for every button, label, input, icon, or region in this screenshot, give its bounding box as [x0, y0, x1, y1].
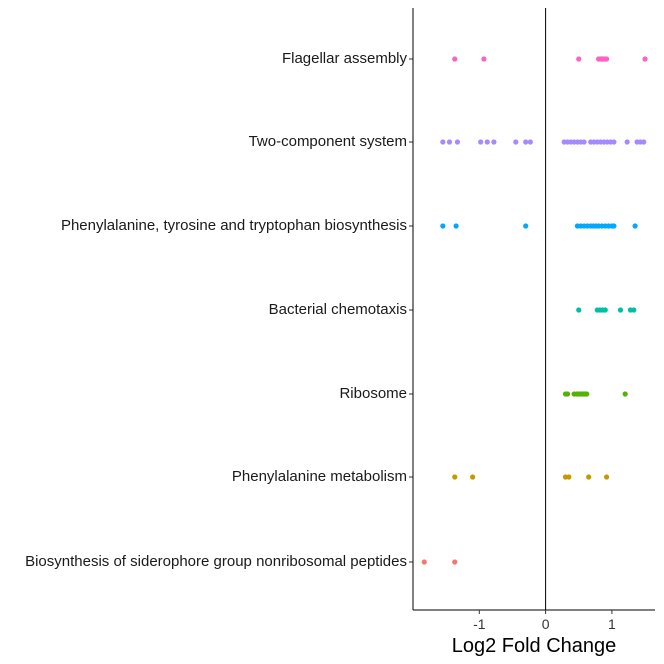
category-label-phenylalanine-tyrosine-and-tryptophan-biosynthesis: Phenylalanine, tyrosine and tryptophan b… — [61, 217, 407, 234]
category-label-two-component-system: Two-component system — [249, 133, 407, 150]
data-point — [564, 391, 571, 397]
data-point — [641, 139, 647, 145]
data-point — [440, 139, 446, 145]
series-phenylalanine-tyrosine-and-tryptophan-biosynthesis — [440, 223, 638, 229]
x-tick-label: -1 — [473, 616, 486, 632]
series-phenylalanine-metabolism — [452, 474, 610, 480]
x-axis-title: Log2 Fold Change — [452, 635, 617, 657]
data-point — [484, 139, 490, 145]
data-point — [599, 56, 605, 62]
category-label-bacterial-chemotaxis: Bacterial chemotaxis — [269, 301, 407, 318]
data-point — [617, 307, 624, 313]
data-point — [624, 139, 630, 145]
data-point — [566, 474, 572, 480]
data-point — [602, 307, 608, 313]
data-point — [454, 139, 461, 145]
x-tick-label: 1 — [608, 616, 616, 632]
series-flagellar-assembly — [452, 56, 648, 62]
data-point — [642, 56, 648, 62]
data-point — [421, 559, 427, 565]
data-point — [470, 474, 476, 480]
category-label-ribosome: Ribosome — [339, 385, 407, 402]
data-point — [586, 474, 592, 480]
x-tick-label: 0 — [542, 616, 550, 632]
category-label-phenylalanine-metabolism: Phenylalanine metabolism — [232, 468, 407, 485]
series-biosynthesis-of-siderophore-group-nonribosomal-peptides — [421, 559, 458, 565]
data-points — [421, 56, 648, 565]
series-two-component-system — [440, 139, 647, 145]
data-point — [452, 474, 458, 480]
data-point — [478, 139, 484, 145]
data-point — [452, 559, 458, 565]
data-point — [584, 391, 590, 397]
data-point — [611, 139, 617, 145]
x-axis-ticks: -1 0 1 — [473, 610, 616, 632]
data-point — [576, 56, 582, 62]
data-point — [604, 56, 610, 62]
data-point — [440, 223, 446, 229]
category-label-flagellar-assembly: Flagellar assembly — [282, 50, 408, 67]
data-point — [491, 139, 497, 145]
data-point — [581, 139, 587, 145]
data-point — [604, 474, 610, 480]
data-point — [523, 223, 529, 229]
data-point — [576, 307, 582, 313]
data-point — [453, 223, 459, 229]
series-ribosome — [562, 391, 628, 397]
data-point — [611, 223, 617, 229]
data-point — [452, 56, 458, 62]
series-bacterial-chemotaxis — [576, 307, 637, 313]
data-point — [631, 307, 637, 313]
data-point — [513, 139, 519, 145]
data-point — [446, 139, 453, 145]
data-point — [632, 223, 638, 229]
data-point — [481, 56, 487, 62]
category-labels: Flagellar assembly Two-component system Ph… — [25, 50, 413, 570]
category-label-biosynthesis-of-siderophore-group-nonribosomal-peptides: Biosynthesis of siderophore group nonrib… — [25, 553, 407, 570]
data-point — [622, 391, 628, 397]
data-point — [523, 139, 529, 145]
data-point — [527, 139, 533, 145]
